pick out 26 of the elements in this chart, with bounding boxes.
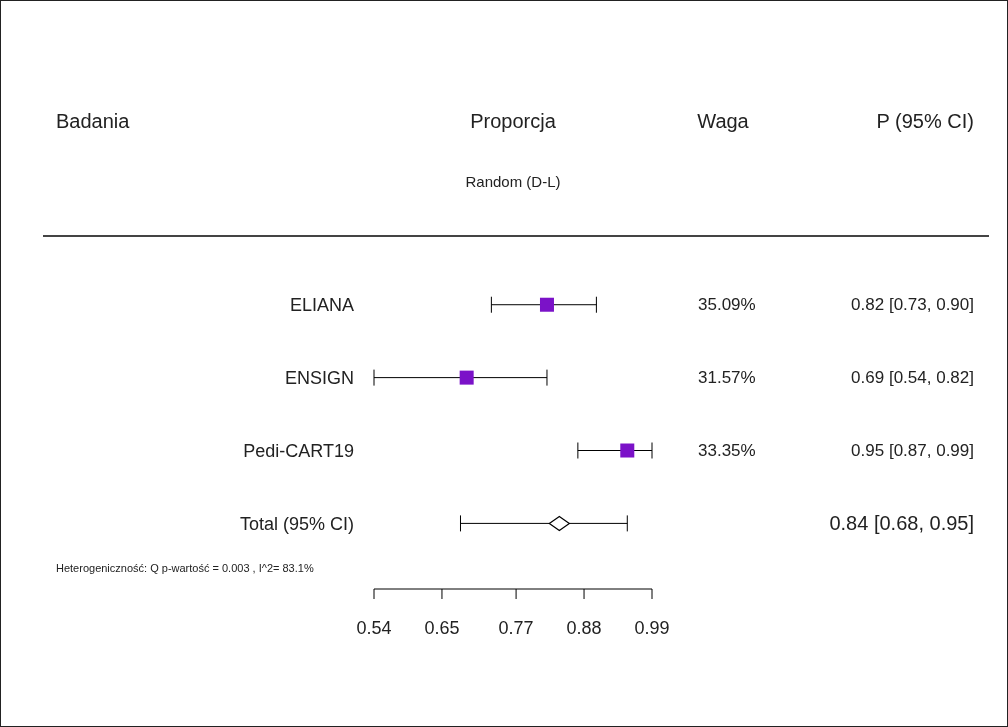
data-label: 0.69 [0.54, 0.82]	[851, 367, 974, 388]
point	[620, 443, 635, 458]
y-tick-label: Pedi-CART19	[243, 440, 354, 461]
point	[459, 370, 474, 385]
text: Heterogeniczność: Q p-wartość = 0.003 , I^2= 83.1%	[56, 562, 314, 574]
y-tick-label: ENSIGN	[284, 368, 354, 389]
text: Waga	[697, 109, 749, 133]
y-tick-label: ELIANA	[289, 295, 354, 316]
text: Badania	[56, 109, 130, 133]
text: 31.57%	[698, 367, 756, 388]
chart-subtitle: Random (D-L)	[465, 172, 561, 190]
data-label: 0.95 [0.87, 0.99]	[851, 440, 974, 461]
text: 0.84 [0.68, 0.95]	[829, 511, 974, 535]
point	[548, 515, 570, 531]
x-tick-label: 0.99	[634, 617, 670, 638]
data-label: 0.82 [0.73, 0.90]	[851, 294, 974, 315]
chart-title: Proporcja	[470, 109, 556, 133]
text: 33.35%	[698, 440, 756, 461]
point	[539, 297, 554, 312]
x-tick-label: 0.54	[356, 617, 392, 638]
text: 35.09%	[698, 294, 756, 315]
y-tick-label: Total (95% CI)	[239, 513, 354, 534]
x-tick-label: 0.65	[424, 617, 460, 638]
x-tick-label: 0.77	[498, 617, 534, 638]
text: P (95% CI)	[876, 109, 974, 133]
x-tick-label: 0.88	[566, 617, 602, 638]
